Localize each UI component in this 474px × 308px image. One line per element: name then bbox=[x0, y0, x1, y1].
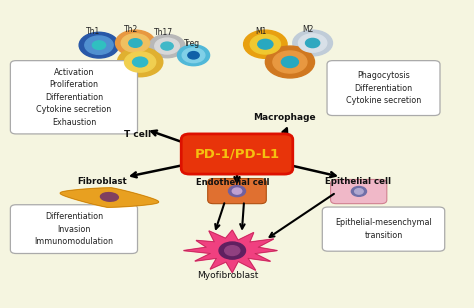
Circle shape bbox=[244, 30, 287, 58]
Circle shape bbox=[232, 188, 242, 194]
Circle shape bbox=[225, 246, 240, 256]
FancyBboxPatch shape bbox=[181, 134, 293, 174]
Text: M1: M1 bbox=[255, 27, 266, 36]
Circle shape bbox=[155, 38, 179, 54]
Polygon shape bbox=[60, 188, 158, 207]
Circle shape bbox=[182, 48, 205, 63]
Text: Th17: Th17 bbox=[154, 28, 173, 37]
Text: Th1: Th1 bbox=[86, 27, 100, 36]
Circle shape bbox=[351, 187, 366, 196]
Circle shape bbox=[79, 32, 119, 58]
Text: Myofibroblast: Myofibroblast bbox=[197, 271, 258, 280]
Text: Epithelial-mesenchymal
transition: Epithelial-mesenchymal transition bbox=[335, 218, 432, 240]
Text: Epithelial cell: Epithelial cell bbox=[325, 177, 391, 186]
Text: M2: M2 bbox=[302, 25, 314, 34]
FancyBboxPatch shape bbox=[322, 207, 445, 251]
Circle shape bbox=[228, 186, 246, 197]
Circle shape bbox=[219, 242, 246, 259]
Polygon shape bbox=[183, 230, 277, 273]
Circle shape bbox=[306, 38, 319, 48]
Text: Activation
Proliferation
Differentiation
Cytokine secretion
Exhaustion: Activation Proliferation Differentiation… bbox=[36, 68, 111, 127]
Circle shape bbox=[265, 46, 315, 78]
Text: Th2: Th2 bbox=[124, 25, 138, 34]
FancyBboxPatch shape bbox=[10, 205, 137, 253]
Circle shape bbox=[121, 34, 150, 52]
Circle shape bbox=[355, 188, 363, 194]
Ellipse shape bbox=[100, 192, 118, 201]
Text: Differentiation
Invasion
Immunomodulation: Differentiation Invasion Immunomodulatio… bbox=[35, 212, 113, 246]
Circle shape bbox=[161, 42, 173, 50]
Text: PD-1/PD-L1: PD-1/PD-L1 bbox=[194, 148, 280, 160]
Text: Endothelial cell: Endothelial cell bbox=[195, 178, 269, 187]
FancyBboxPatch shape bbox=[208, 179, 266, 204]
Circle shape bbox=[273, 51, 307, 73]
Circle shape bbox=[149, 34, 185, 58]
FancyBboxPatch shape bbox=[327, 61, 440, 116]
Circle shape bbox=[133, 57, 148, 67]
Text: Treg: Treg bbox=[184, 38, 200, 47]
Text: Phagocytosis
Differentiation
Cytokine secretion: Phagocytosis Differentiation Cytokine se… bbox=[346, 71, 421, 105]
Circle shape bbox=[293, 30, 332, 56]
Circle shape bbox=[125, 52, 156, 72]
FancyBboxPatch shape bbox=[330, 180, 387, 204]
Circle shape bbox=[282, 56, 299, 67]
Text: Fibroblast: Fibroblast bbox=[77, 177, 127, 186]
Circle shape bbox=[116, 30, 155, 56]
Circle shape bbox=[92, 41, 106, 50]
Circle shape bbox=[118, 47, 163, 77]
FancyBboxPatch shape bbox=[10, 61, 137, 134]
Circle shape bbox=[129, 39, 142, 47]
Circle shape bbox=[250, 34, 281, 54]
Circle shape bbox=[188, 52, 199, 59]
Circle shape bbox=[299, 34, 327, 52]
Text: T cell: T cell bbox=[124, 130, 151, 139]
Text: Macrophage: Macrophage bbox=[253, 113, 316, 122]
Circle shape bbox=[85, 36, 113, 54]
Circle shape bbox=[258, 39, 273, 49]
Circle shape bbox=[177, 45, 210, 66]
